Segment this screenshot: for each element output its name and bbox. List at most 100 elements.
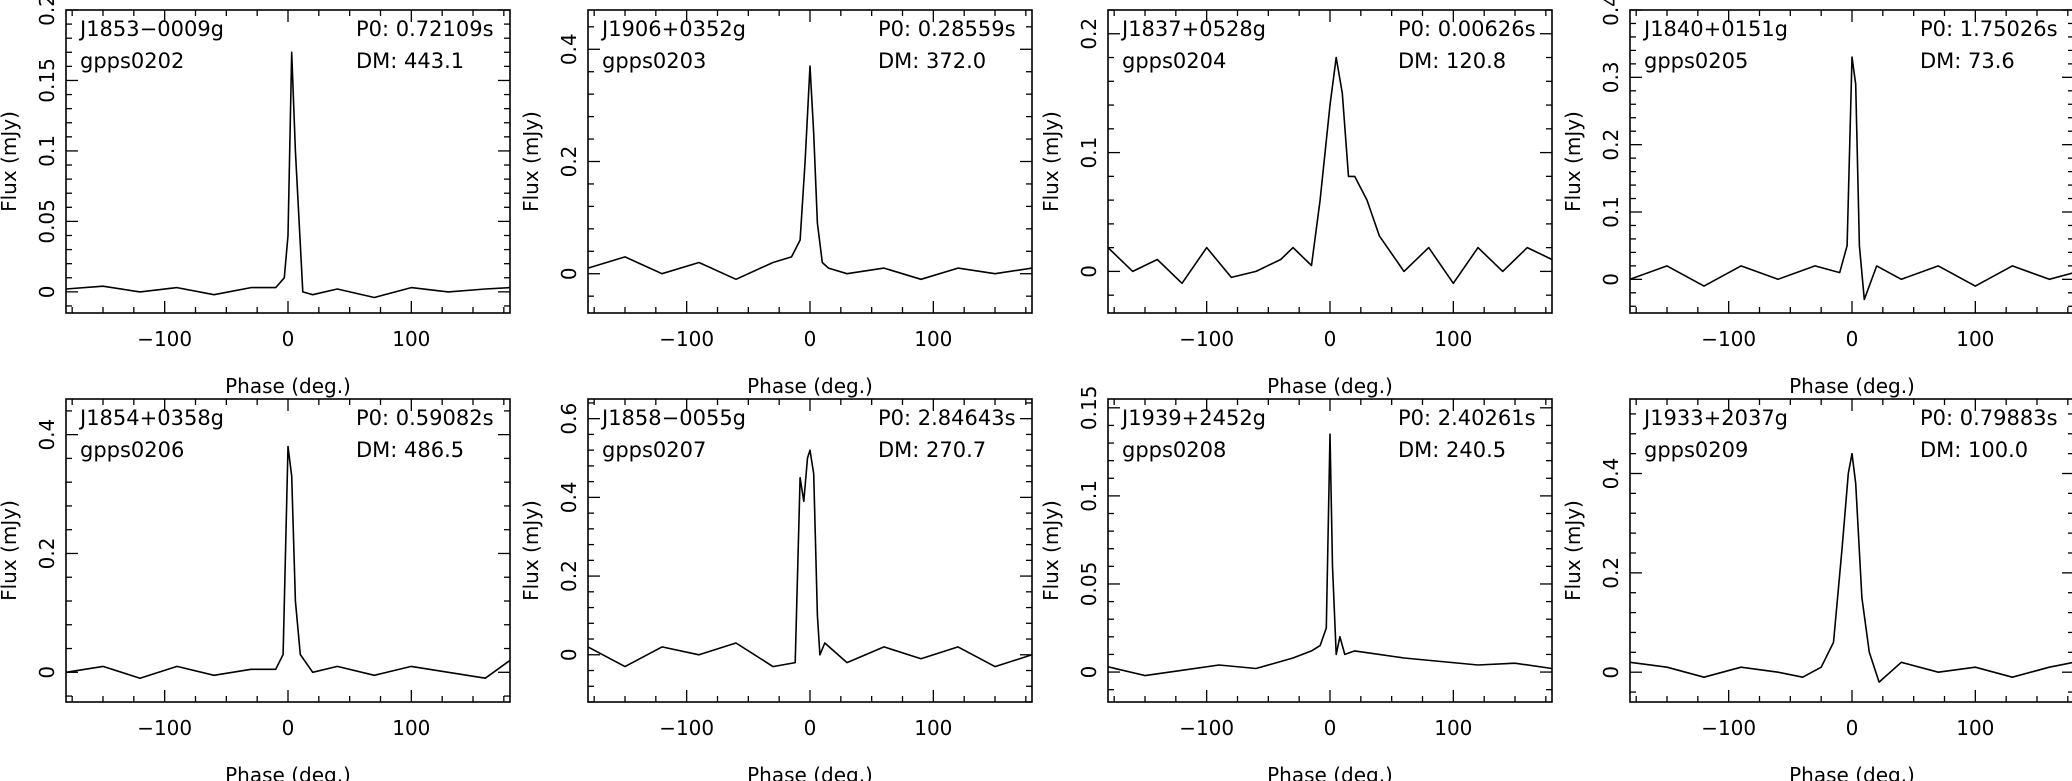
y-tick-label: 0 <box>1599 273 1623 286</box>
y-axis-title: Flux (mJy) <box>0 500 21 601</box>
y-tick-label: 0.4 <box>1599 0 1623 26</box>
x-tick-label: −100 <box>659 716 714 740</box>
y-tick-label: 0.05 <box>35 199 59 244</box>
pulsar-name: J1854+0358g <box>78 406 224 430</box>
y-axis-title: Flux (mJy) <box>1561 500 1585 601</box>
dm-label: DM: 240.5 <box>1398 438 1506 462</box>
x-axis-title: Phase (deg.) <box>1267 763 1393 781</box>
pulsar-name: J1837+0528g <box>1120 17 1266 41</box>
period-label: P0: 2.40261s <box>1398 406 1536 430</box>
gpps-id: gpps0203 <box>602 49 706 73</box>
y-tick-label: 0.2 <box>35 538 59 570</box>
gpps-id: gpps0206 <box>80 438 184 462</box>
period-label: P0: 0.72109s <box>356 17 494 41</box>
x-axis-title: Phase (deg.) <box>1267 374 1393 398</box>
gpps-id: gpps0208 <box>1122 438 1226 462</box>
y-tick-label: 0.1 <box>1077 137 1101 169</box>
x-axis-title: Phase (deg.) <box>1789 374 1915 398</box>
x-tick-label: 100 <box>1434 716 1472 740</box>
panel-4: −100 0 100 0 0.1 0.2 0.3 0.4 Phase (deg.) Flux (m… <box>1561 0 2072 398</box>
dm-label: DM: 73.6 <box>1920 49 2015 73</box>
y-axis-title: Flux (mJy) <box>0 111 21 212</box>
x-tick-label: 0 <box>1846 327 1859 351</box>
x-axis-title: Phase (deg.) <box>225 763 351 781</box>
x-tick-label: −100 <box>659 327 714 351</box>
x-tick-label: 100 <box>914 716 952 740</box>
y-tick-label: 0 <box>1077 265 1101 278</box>
y-axis-title: Flux (mJy) <box>1039 500 1063 601</box>
pulse-profile-line <box>1107 56 1553 285</box>
panel-3: −100 0 100 0 0.1 0.2 Phase (deg.) Flux (mJy) J18… <box>1039 9 1553 398</box>
pulse-profile-line <box>587 65 1033 281</box>
pulsar-name: J1840+0151g <box>1642 17 1788 41</box>
period-label: P0: 0.59082s <box>356 406 494 430</box>
x-tick-label: 0 <box>282 327 295 351</box>
y-tick-label: 0.15 <box>35 58 59 103</box>
gpps-id: gpps0207 <box>602 438 706 462</box>
y-axis-title: Flux (mJy) <box>519 111 543 212</box>
pulsar-name: J1906+0352g <box>600 17 746 41</box>
y-tick-label: 0.2 <box>1599 129 1623 161</box>
x-tick-label: 100 <box>914 327 952 351</box>
period-label: P0: 2.84643s <box>878 406 1016 430</box>
x-axis-title: Phase (deg.) <box>1789 763 1915 781</box>
y-tick-label: 0.05 <box>1077 562 1101 607</box>
y-tick-label: 0 <box>35 285 59 298</box>
y-tick-label: 0 <box>557 648 581 661</box>
x-tick-label: 100 <box>1956 716 1994 740</box>
y-axis-title: Flux (mJy) <box>1039 111 1063 212</box>
y-tick-label: 0.6 <box>557 403 581 435</box>
y-tick-label: 0.3 <box>1599 61 1623 93</box>
x-axis-title: Phase (deg.) <box>747 763 873 781</box>
x-tick-label: 100 <box>1956 327 1994 351</box>
y-tick-label: 0 <box>35 666 59 679</box>
y-axis-title: Flux (mJy) <box>519 500 543 601</box>
gpps-id: gpps0209 <box>1644 438 1748 462</box>
y-tick-label: 0.2 <box>557 146 581 178</box>
panel-6: −100 0 100 0 0.2 0.4 0.6 Phase (deg.) Flux (mJy)… <box>519 398 1033 781</box>
pulsar-name: J1933+2037g <box>1642 406 1788 430</box>
pulse-profile-line <box>65 445 511 680</box>
gpps-id: gpps0202 <box>80 49 184 73</box>
panel-1: −100 0 100 0 0.05 0.1 0.15 0.2 Phase (deg.) Flux … <box>0 0 511 398</box>
y-tick-label: 0.4 <box>557 481 581 513</box>
x-tick-label: 0 <box>1324 327 1337 351</box>
y-tick-label: 0.4 <box>557 33 581 65</box>
panel-5: −100 0 100 0 0.2 0.4 Phase (deg.) Flux (mJy) J18… <box>0 398 511 781</box>
pulse-profile-line <box>1629 452 2072 683</box>
pulse-profile-line <box>587 449 1033 668</box>
x-tick-label: −100 <box>1701 716 1756 740</box>
period-label: P0: 1.75026s <box>1920 17 2058 41</box>
period-label: P0: 0.79883s <box>1920 406 2058 430</box>
y-tick-label: 0.2 <box>557 560 581 592</box>
y-tick-label: 0.2 <box>1077 18 1101 50</box>
dm-label: DM: 120.8 <box>1398 49 1506 73</box>
y-tick-label: 0.1 <box>1077 480 1101 512</box>
dm-label: DM: 486.5 <box>356 438 464 462</box>
y-tick-label: 0.15 <box>1077 386 1101 431</box>
pulsar-name: J1853−0009g <box>78 17 224 41</box>
x-axis-title: Phase (deg.) <box>225 374 351 398</box>
x-tick-label: 0 <box>804 327 817 351</box>
dm-label: DM: 100.0 <box>1920 438 2028 462</box>
y-tick-label: 0.1 <box>1599 196 1623 228</box>
y-tick-label: 0.4 <box>1599 458 1623 490</box>
panel-8: −100 0 100 0 0.2 0.4 Phase (deg.) Flux (mJy) J19… <box>1561 398 2072 781</box>
gpps-id: gpps0204 <box>1122 49 1226 73</box>
x-tick-label: −100 <box>1179 327 1234 351</box>
x-tick-label: 100 <box>392 327 430 351</box>
x-tick-label: 0 <box>1324 716 1337 740</box>
y-tick-label: 0.1 <box>35 135 59 167</box>
dm-label: DM: 372.0 <box>878 49 986 73</box>
x-tick-label: −100 <box>137 716 192 740</box>
x-tick-label: 100 <box>1434 327 1472 351</box>
x-tick-label: −100 <box>1179 716 1234 740</box>
x-tick-label: −100 <box>1701 327 1756 351</box>
x-tick-label: −100 <box>137 327 192 351</box>
pulse-profile-line <box>1629 56 2072 301</box>
y-tick-label: 0.4 <box>35 419 59 451</box>
panel-7: −100 0 100 0 0.05 0.1 0.15 Phase (deg.) Flux (mJ… <box>1039 386 1553 781</box>
period-label: P0: 0.28559s <box>878 17 1016 41</box>
y-tick-label: 0.2 <box>35 0 59 26</box>
